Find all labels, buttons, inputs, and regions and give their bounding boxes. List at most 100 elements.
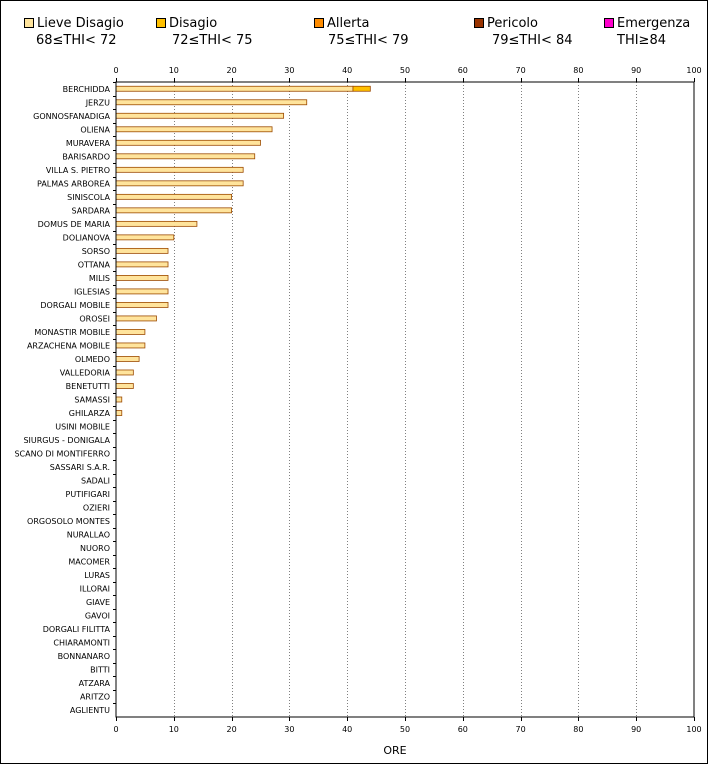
bars xyxy=(115,85,371,416)
category-label: GONNOSFANADIGA xyxy=(33,112,110,121)
category-label: SADALI xyxy=(81,477,110,486)
bar-lieve-disagio xyxy=(115,302,169,308)
category-label: DORGALI MOBILE xyxy=(40,301,110,310)
category-label: NURALLAO xyxy=(67,531,110,540)
bar-lieve-disagio xyxy=(115,383,134,389)
category-label: ORGOSOLO MONTES xyxy=(27,517,110,526)
bar-lieve-disagio xyxy=(115,315,157,322)
legend-swatch-pericolo xyxy=(474,17,484,28)
x-tick-label-top: 60 xyxy=(458,66,468,75)
bar-lieve-disagio xyxy=(115,275,169,281)
x-tick-label-top: 10 xyxy=(169,66,179,75)
category-label: DORGALI FILITTA xyxy=(43,625,111,634)
x-tick-label-bottom: 40 xyxy=(342,725,352,734)
category-label: MONASTIR MOBILE xyxy=(34,328,110,337)
category-label: VALLEDORIA xyxy=(60,368,111,377)
bar-lieve-disagio xyxy=(115,247,169,254)
legend-label: Pericolo xyxy=(487,16,538,31)
legend-range-pericolo: 79≤THI< 84 xyxy=(492,33,573,48)
grid-lines xyxy=(174,82,637,717)
x-tick-label-top: 50 xyxy=(400,66,410,75)
bar-lieve-disagio xyxy=(115,342,146,349)
category-label: SAMASSI xyxy=(74,396,110,405)
bar-disagio xyxy=(352,85,371,92)
x-tick-label-top: 80 xyxy=(573,66,583,75)
legend-item-disagio: Disagio xyxy=(156,16,217,31)
category-label: SIURGUS - DONIGALA xyxy=(23,436,110,445)
bar-lieve-disagio xyxy=(115,139,261,146)
category-label: BARISARDO xyxy=(62,152,110,161)
category-label: SASSARI S.A.R. xyxy=(50,463,110,472)
legend-item-lieve-disagio: Lieve Disagio xyxy=(24,16,124,31)
category-label: ATZARA xyxy=(79,679,111,688)
x-tick-label-bottom: 80 xyxy=(573,725,583,734)
legend-label: Allerta xyxy=(327,16,370,31)
legend-swatch-lieve-disagio xyxy=(24,17,34,28)
category-label: SINISCOLA xyxy=(67,193,110,202)
bar-lieve-disagio xyxy=(115,329,146,335)
bar-lieve-disagio xyxy=(115,356,140,362)
x-tick-label-bottom: 50 xyxy=(400,725,410,734)
category-label: BITTI xyxy=(90,666,110,675)
legend-label: Lieve Disagio xyxy=(37,16,124,31)
bar-lieve-disagio xyxy=(115,369,134,376)
category-label: OTTANA xyxy=(78,260,111,269)
legend-swatch-emergenza xyxy=(604,17,614,28)
bar-lieve-disagio xyxy=(115,410,123,416)
category-label: JERZU xyxy=(85,98,110,107)
category-label: SARDARA xyxy=(72,206,111,215)
category-label: NUORO xyxy=(80,544,110,553)
category-label: GHILARZA xyxy=(69,409,111,418)
bar-lieve-disagio xyxy=(115,180,244,187)
legend-label: Disagio xyxy=(169,16,218,31)
x-tick-label-top: 90 xyxy=(631,66,641,75)
category-label: GAVOI xyxy=(85,612,110,621)
bar-lieve-disagio xyxy=(115,166,244,173)
bar-lieve-disagio xyxy=(115,220,198,227)
category-label: SCANO DI MONTIFERRO xyxy=(14,450,110,459)
x-tick-label-bottom: 100 xyxy=(686,725,701,734)
category-label: DOMUS DE MARIA xyxy=(38,220,111,229)
legend-item-pericolo: Pericolo xyxy=(474,16,538,31)
legend-item-allerta: Allerta xyxy=(314,16,370,31)
legend-label: Emergenza xyxy=(617,16,691,31)
category-label: OZIERI xyxy=(83,504,110,513)
category-label: AGLIENTU xyxy=(70,706,110,715)
category-label: PUTIFIGARI xyxy=(66,490,110,499)
category-label: SORSO xyxy=(82,247,110,256)
legend-swatch-disagio xyxy=(156,17,166,28)
x-axis-title: ORE xyxy=(383,744,406,757)
x-tick-label-bottom: 70 xyxy=(516,725,526,734)
bar-lieve-disagio xyxy=(115,396,123,403)
category-label: VILLA S. PIETRO xyxy=(46,166,110,175)
x-tick-label-top: 20 xyxy=(227,66,237,75)
legend-range-allerta: 75≤THI< 79 xyxy=(328,33,409,48)
ticks: 0 0 10 10 20 20 30 30 40 40 50 50 60 60 70 70 80 80 90 90 10… xyxy=(113,66,701,734)
category-label: OROSEI xyxy=(79,314,110,323)
legend-range-lieve-disagio: 68≤THI< 72 xyxy=(36,33,117,48)
category-label: IGLESIAS xyxy=(74,287,110,296)
bar-lieve-disagio xyxy=(115,99,308,106)
bar-lieve-disagio xyxy=(115,288,169,295)
category-labels: BERCHIDDA JERZU GONNOSFANADIGA OLIENA MURAVE… xyxy=(14,82,116,715)
bar-lieve-disagio xyxy=(115,112,285,119)
bar-lieve-disagio xyxy=(115,126,273,133)
category-label: CHIARAMONTI xyxy=(53,639,110,648)
category-label: MILIS xyxy=(89,274,110,283)
category-label: DOLIANOVA xyxy=(63,233,111,242)
x-tick-label-bottom: 0 xyxy=(113,725,118,734)
legend-range-emergenza: THI≥84 xyxy=(617,33,666,48)
category-label: ARZACHENA MOBILE xyxy=(27,341,110,350)
bar-lieve-disagio xyxy=(115,85,354,92)
legend-range-disagio: 72≤THI< 75 xyxy=(172,33,253,48)
bar-lieve-disagio xyxy=(115,234,175,241)
category-label: BENETUTTI xyxy=(66,382,110,391)
x-tick-label-bottom: 20 xyxy=(227,725,237,734)
x-tick-label-top: 0 xyxy=(113,66,118,75)
bar-lieve-disagio xyxy=(115,261,169,268)
legend-item-emergenza: Emergenza xyxy=(604,16,690,31)
x-tick-label-bottom: 60 xyxy=(458,725,468,734)
bar-lieve-disagio xyxy=(115,193,232,200)
category-label: USINI MOBILE xyxy=(55,423,110,432)
x-tick-label-top: 100 xyxy=(686,66,701,75)
